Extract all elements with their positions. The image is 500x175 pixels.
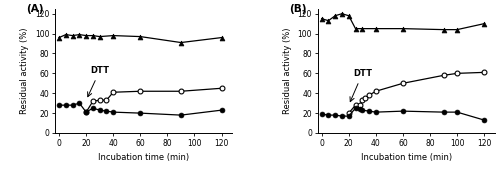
Text: DTT: DTT [88, 66, 109, 97]
Text: (A): (A) [26, 4, 44, 14]
X-axis label: Incubation time (min): Incubation time (min) [360, 153, 452, 162]
Text: (B): (B) [289, 4, 306, 14]
Text: DTT: DTT [350, 69, 372, 102]
X-axis label: Incubation time (min): Incubation time (min) [98, 153, 190, 162]
Y-axis label: Residual activity (%): Residual activity (%) [20, 28, 30, 114]
Y-axis label: Residual activity (%): Residual activity (%) [283, 28, 292, 114]
